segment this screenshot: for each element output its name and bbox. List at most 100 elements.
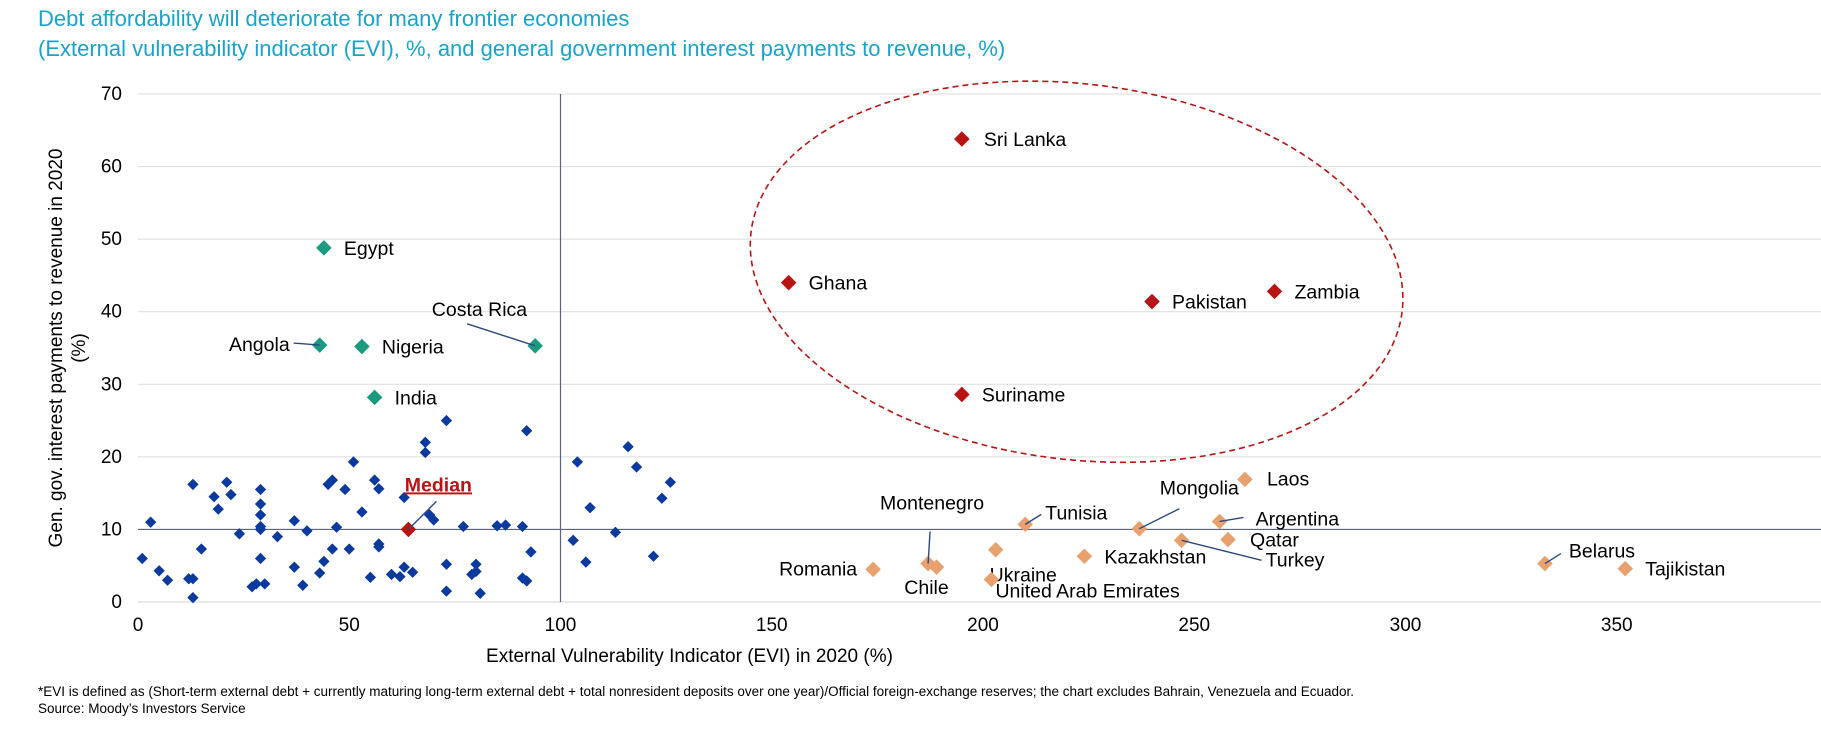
- scatter-point: [161, 574, 174, 586]
- x-tick-label: 350: [1601, 615, 1633, 636]
- label-pakistan: Pakistan: [1172, 292, 1247, 314]
- scatter-point: [271, 531, 284, 543]
- scatter-point: [440, 414, 453, 427]
- callout-line: [927, 531, 931, 564]
- scatter-point: [356, 506, 368, 518]
- scatter-point: [364, 571, 377, 583]
- point-chile: [928, 559, 945, 575]
- scatter-point: [153, 565, 165, 577]
- chart-title: Debt affordability will deteriorate for …: [38, 6, 630, 31]
- scatter-point: [470, 558, 482, 570]
- point-sri-lanka: [954, 131, 970, 147]
- scatter-point: [398, 561, 410, 573]
- label-ukraine: Ukraine: [990, 565, 1057, 587]
- label-turkey: Turkey: [1266, 549, 1325, 571]
- point-romania: [865, 561, 881, 578]
- scatter-point: [254, 552, 267, 565]
- y-axis-title-line: Gen. gov. interest payments to revenue i…: [46, 149, 67, 548]
- x-tick-label: 200: [967, 615, 999, 636]
- label-egypt: Egypt: [344, 238, 394, 260]
- y-tick-label: 20: [101, 447, 122, 468]
- scatter-point: [567, 534, 579, 546]
- y-tick-label: 60: [101, 157, 122, 178]
- scatter-point: [212, 503, 224, 515]
- scatter-point: [419, 436, 431, 448]
- label-mongolia: Mongolia: [1160, 478, 1239, 500]
- point-egypt: [316, 240, 332, 256]
- label-nigeria: Nigeria: [382, 337, 444, 359]
- y-tick-label: 50: [101, 229, 122, 250]
- scatter-point: [622, 441, 634, 453]
- x-tick-label: 100: [545, 615, 577, 636]
- scatter-point: [259, 578, 271, 590]
- scatter-point: [368, 474, 381, 486]
- label-qatar: Qatar: [1250, 530, 1299, 552]
- y-tick-label: 30: [101, 374, 122, 395]
- label-suriname: Suriname: [982, 384, 1065, 406]
- label-romania: Romania: [779, 558, 857, 580]
- callout-line: [407, 500, 437, 530]
- scatter-point: [339, 483, 351, 496]
- point-united-arab-emirates: [983, 571, 1000, 588]
- scatter-point: [406, 566, 419, 578]
- scatter-point: [288, 515, 300, 527]
- scatter-point: [499, 519, 512, 531]
- scatter-point: [394, 570, 406, 583]
- callout-line: [1181, 539, 1262, 561]
- source-note: Source: Moody’s Investors Service: [38, 701, 246, 716]
- label-zambia: Zambia: [1295, 281, 1360, 303]
- scatter-point: [187, 478, 199, 491]
- scatter-point: [474, 587, 486, 599]
- y-axis-title-line: (%): [69, 333, 90, 363]
- footnote: *EVI is defined as (Short-term external …: [38, 684, 1354, 699]
- label-sri-lanka: Sri Lanka: [984, 129, 1067, 151]
- scatter-point: [347, 456, 360, 468]
- scatter-point: [254, 483, 267, 496]
- callout-line: [1024, 513, 1042, 525]
- label-kazakhstan: Kazakhstan: [1104, 546, 1206, 568]
- scatter-point: [457, 520, 469, 533]
- scatter-point: [398, 491, 410, 504]
- label-belarus: Belarus: [1569, 541, 1635, 563]
- point-kazakhstan: [1076, 548, 1093, 565]
- scatter-point: [254, 523, 267, 536]
- point-ghana: [780, 274, 797, 291]
- median-label: Median: [405, 474, 472, 496]
- scatter-point: [521, 575, 533, 587]
- callout-line: [1219, 516, 1244, 523]
- scatter-point: [664, 476, 677, 488]
- scatter-point: [233, 528, 246, 540]
- scatter-point: [609, 526, 622, 538]
- scatter-point: [301, 525, 313, 537]
- point-ukraine: [987, 541, 1004, 558]
- scatter-point: [647, 550, 660, 562]
- scatter-point: [580, 556, 592, 568]
- scatter-point: [187, 591, 199, 604]
- scatter-point: [525, 546, 537, 558]
- point-pakistan: [1144, 293, 1160, 310]
- callout-line: [466, 323, 536, 347]
- scatter-point: [318, 555, 330, 568]
- scatter-point: [187, 573, 199, 585]
- point-suriname: [954, 386, 970, 403]
- label-ghana: Ghana: [809, 273, 868, 295]
- scatter-point: [491, 520, 503, 532]
- scatter-point: [225, 488, 237, 501]
- label-chile: Chile: [904, 577, 948, 599]
- scatter-point: [326, 543, 339, 555]
- callout-line: [293, 342, 320, 346]
- point-india: [366, 389, 383, 406]
- scatter-point: [584, 502, 596, 514]
- label-laos: Laos: [1267, 468, 1310, 490]
- y-tick-label: 40: [101, 302, 122, 323]
- x-tick-label: 50: [339, 615, 360, 636]
- scatter-point: [343, 543, 355, 555]
- callout-line: [1139, 508, 1180, 530]
- point-zambia: [1266, 283, 1283, 300]
- label-angola: Angola: [229, 334, 290, 356]
- point-nigeria: [354, 338, 370, 355]
- scatter-point: [136, 552, 148, 565]
- scatter-point: [521, 425, 533, 437]
- scatter-point: [326, 474, 339, 486]
- label-costa-rica: Costa Rica: [432, 299, 528, 321]
